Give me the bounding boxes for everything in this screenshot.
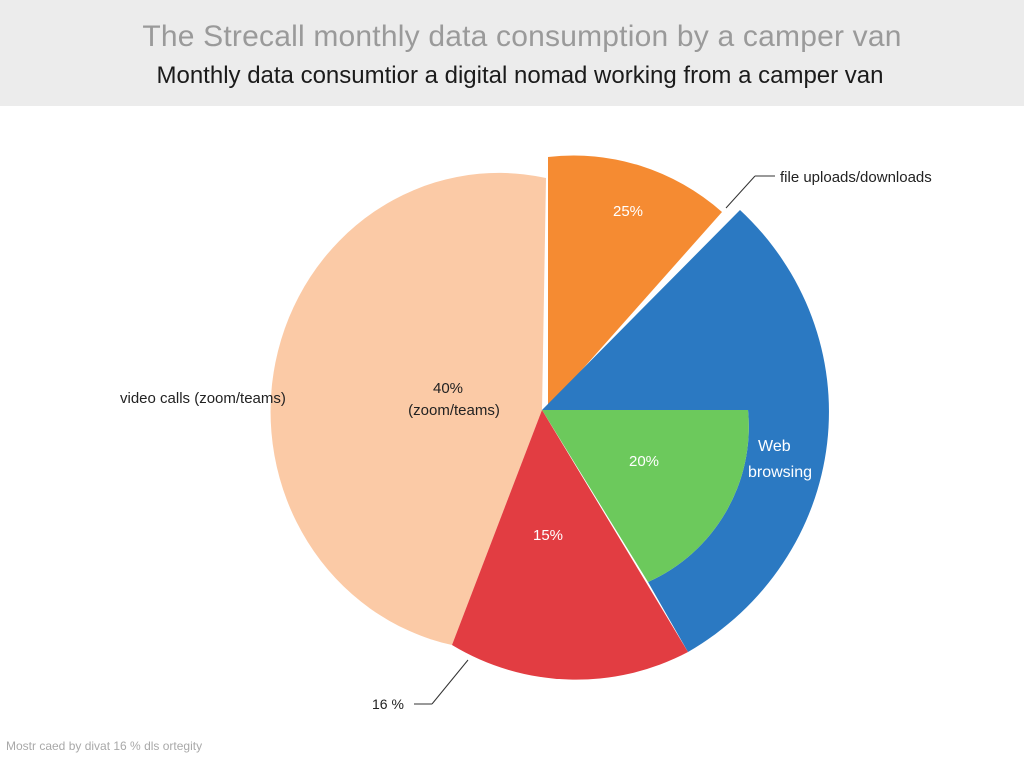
label-pct-green: 20% — [629, 453, 659, 470]
pie-slice-red — [452, 410, 688, 680]
label-pct-red: 15% — [533, 527, 563, 544]
pie-slice-file-uploads — [548, 155, 722, 408]
pie-slice-green — [542, 410, 749, 582]
chart-subtitle: Monthly data consumtior a digital nomad … — [156, 62, 884, 89]
label-video-calls: video calls (zoom/teams) — [120, 390, 286, 407]
label-bottom-callout: 16 % — [372, 696, 404, 712]
chart-title: The Strecall monthly data consumption by… — [142, 20, 902, 53]
footnote: Mostr caed by divat 16 % dls ortegity — [6, 739, 203, 753]
label-web-line1: Web — [758, 438, 791, 455]
pie-slice-web-browsing — [542, 210, 829, 652]
label-video-inner-pct: 40% — [433, 380, 463, 397]
pie-slice-video-calls — [270, 172, 546, 645]
header-band — [0, 0, 1024, 106]
label-pct-file: 25% — [613, 203, 643, 220]
leader-line-bottom — [431, 659, 469, 705]
label-video-inner-sub: (zoom/teams) — [408, 402, 500, 419]
label-web-line2: browsing — [748, 464, 812, 481]
label-file-uploads: file uploads/downloads — [780, 169, 932, 186]
leader-line-file-uploads — [725, 175, 756, 209]
